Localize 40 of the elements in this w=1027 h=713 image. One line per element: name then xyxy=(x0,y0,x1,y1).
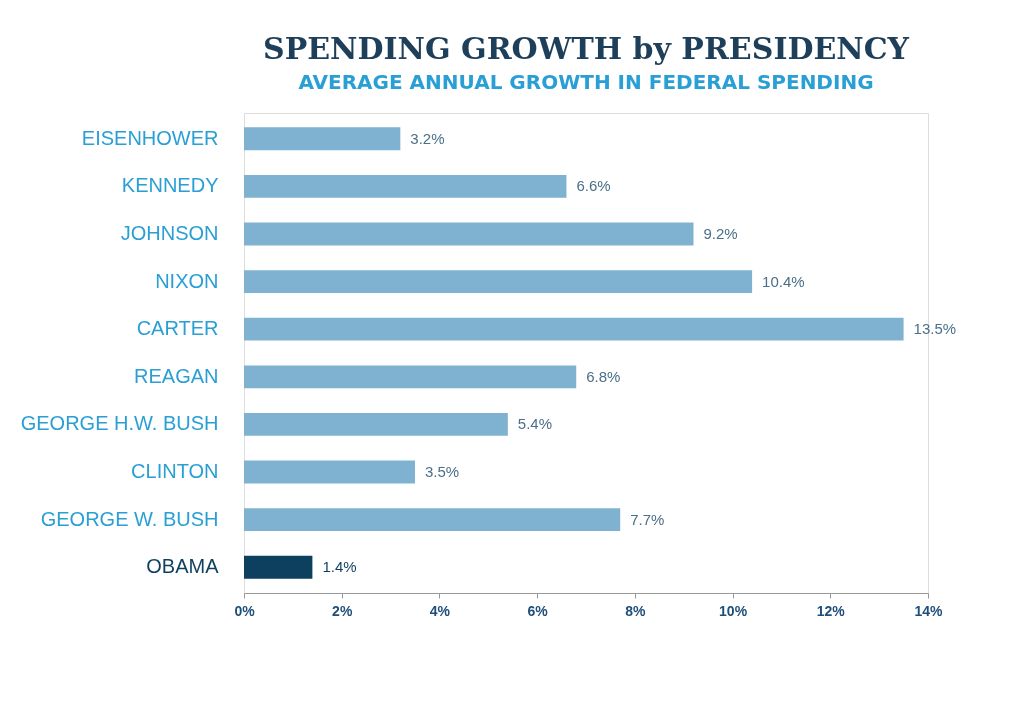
data-label: 3.5% xyxy=(425,463,460,481)
data-label: 5.4% xyxy=(517,415,553,433)
chart-title: SPENDING GROWTH by PRESIDENCY xyxy=(262,31,910,66)
x-tick-label: 6% xyxy=(527,602,549,619)
data-label: 9.2% xyxy=(703,224,738,242)
bar xyxy=(244,127,401,151)
y-tick-label: GEORGE W. BUSH xyxy=(40,507,219,530)
x-tick-label: 2% xyxy=(332,602,353,619)
y-tick-label: REAGAN xyxy=(134,364,219,387)
bar xyxy=(244,317,904,341)
y-tick-label: OBAMA xyxy=(146,555,220,578)
bar xyxy=(244,508,621,532)
y-tick-label: NIXON xyxy=(155,269,219,292)
x-tick-label: 10% xyxy=(719,602,748,619)
y-tick-label: CLINTON xyxy=(131,460,219,483)
x-tick-label: 14% xyxy=(914,602,944,619)
y-tick-label: JOHNSON xyxy=(120,221,219,244)
bar xyxy=(244,365,577,389)
x-tick-label: 8% xyxy=(625,602,647,619)
bar xyxy=(244,270,753,293)
data-label: 3.2% xyxy=(410,129,445,147)
x-tick-label: 4% xyxy=(429,602,451,619)
data-label: 13.5% xyxy=(913,320,957,338)
y-tick-label: KENNEDY xyxy=(121,174,219,197)
bar xyxy=(244,413,508,436)
data-label: 10.4% xyxy=(762,272,805,290)
y-tick-label: EISENHOWER xyxy=(81,126,219,149)
x-tick-label: 0% xyxy=(234,602,256,619)
data-label: 6.8% xyxy=(586,367,621,385)
bar xyxy=(244,174,567,198)
data-label: 6.6% xyxy=(576,177,611,195)
y-tick-label: CARTER xyxy=(136,317,219,340)
x-tick-label: 12% xyxy=(816,602,846,619)
data-label: 7.7% xyxy=(630,510,665,528)
y-tick-label: GEORGE H.W. BUSH xyxy=(20,412,219,435)
bar xyxy=(244,460,415,484)
data-label: 1.4% xyxy=(322,558,357,576)
bar xyxy=(244,555,313,579)
chart-subtitle: AVERAGE ANNUAL GROWTH IN FEDERAL SPENDING xyxy=(298,70,874,94)
bar xyxy=(244,222,694,246)
